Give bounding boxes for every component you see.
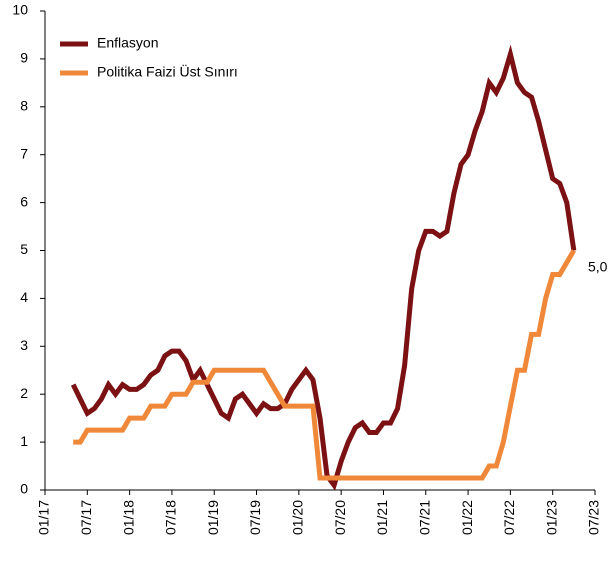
x-tick-label: 07/20 xyxy=(332,500,348,535)
x-tick-label: 01/23 xyxy=(543,500,559,535)
legend-label: Enflasyon xyxy=(97,35,158,51)
y-tick-label: 10 xyxy=(12,2,28,18)
x-tick-label: 07/22 xyxy=(501,500,517,535)
y-tick-label: 4 xyxy=(20,289,28,305)
y-tick-label: 0 xyxy=(20,481,28,497)
series-line xyxy=(70,44,577,491)
y-tick-label: 5 xyxy=(20,241,28,257)
x-tick-label: 07/23 xyxy=(586,500,602,535)
x-tick-label: 01/22 xyxy=(459,500,475,535)
y-tick-label: 8 xyxy=(20,98,28,114)
y-tick-label: 1 xyxy=(20,433,28,449)
annotation: 5,0 xyxy=(588,259,608,275)
x-tick-label: 07/21 xyxy=(416,500,432,535)
x-tick-label: 01/20 xyxy=(290,500,306,535)
y-tick-label: 2 xyxy=(20,385,28,401)
y-tick-label: 3 xyxy=(20,337,28,353)
x-tick-label: 01/18 xyxy=(120,500,136,535)
y-tick-label: 7 xyxy=(20,145,28,161)
x-tick-label: 01/17 xyxy=(36,500,52,535)
y-tick-label: 9 xyxy=(20,50,28,66)
y-tick-label: 6 xyxy=(20,193,28,209)
series-line xyxy=(73,249,577,481)
x-tick-label: 07/19 xyxy=(247,500,263,535)
x-tick-label: 01/21 xyxy=(374,500,390,535)
x-tick-label: 01/19 xyxy=(205,500,221,535)
legend-label: Politika Faizi Üst Sınırı xyxy=(97,63,238,80)
x-tick-label: 07/17 xyxy=(78,500,94,535)
x-tick-label: 07/18 xyxy=(163,500,179,535)
